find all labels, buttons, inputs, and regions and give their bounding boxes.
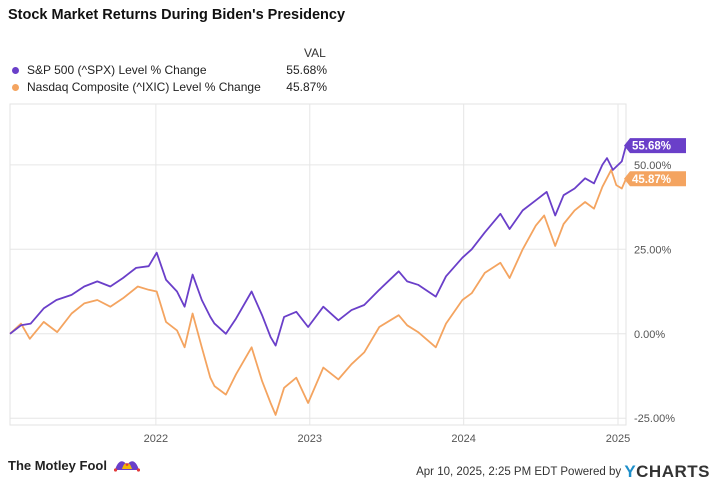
jester-hat-icon [113,457,140,476]
end-flag-ixic [624,171,686,187]
legend-name-ixic: Nasdaq Composite (^IXIC) Level % Change [27,80,261,94]
x-tick-label: 2022 [144,433,168,445]
legend-value-spx: 55.68% [286,63,327,77]
end-label-ixic: 45.87% [632,174,671,186]
x-tick-label: 2025 [606,433,630,445]
y-tick-label: 25.00% [634,244,672,256]
ycharts-logo[interactable]: YCHARTS [624,462,710,481]
x-tick-label: 2024 [451,433,475,445]
powered-by-label: Powered by [560,466,622,478]
motley-fool-logo: The Motley Fool [8,457,140,476]
end-label-spx: 55.68% [632,141,671,153]
ycharts-y-mark: Y [624,462,637,481]
legend-value-ixic: 45.87% [286,80,327,94]
y-tick-label: -25.00% [634,413,675,425]
x-tick-label: 2023 [298,433,322,445]
legend-header: VAL [304,46,326,60]
end-flag-spx [624,138,686,154]
y-tick-label: 0.00% [634,329,665,341]
chart-title: Stock Market Returns During Biden's Pres… [8,7,346,23]
ycharts-wordmark: CHARTS [636,462,710,481]
legend-dot-ixic [12,84,19,91]
legend-name-spx: S&P 500 (^SPX) Level % Change [27,63,207,77]
legend-item-ixic[interactable]: Nasdaq Composite (^IXIC) Level % Change … [12,79,352,95]
brand-name: The Motley Fool [8,457,107,473]
legend-item-spx[interactable]: S&P 500 (^SPX) Level % Change 55.68% [12,62,352,78]
legend-dot-spx [12,67,19,74]
plot-area [9,103,627,426]
footer-attribution: Apr 10, 2025, 2:25 PM EDT Powered by YCH… [416,462,710,482]
series-line-ixic [9,168,627,416]
y-tick-label: 50.00% [634,160,672,172]
series-line-spx [9,145,627,347]
timestamp: Apr 10, 2025, 2:25 PM EDT [416,466,558,478]
